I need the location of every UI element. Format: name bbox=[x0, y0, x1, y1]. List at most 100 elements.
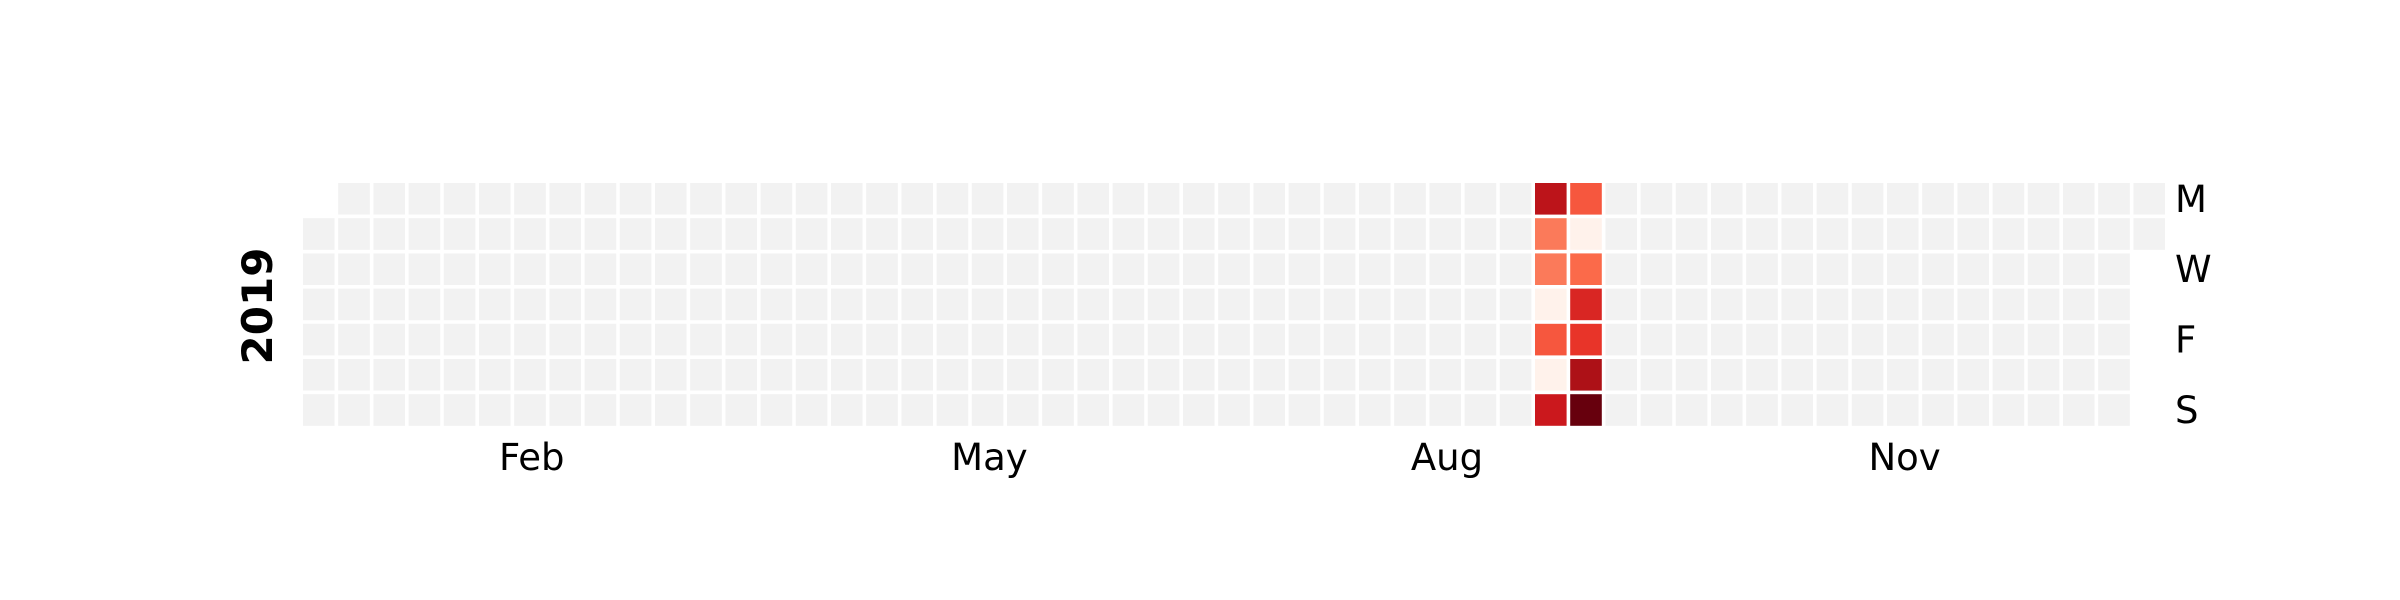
heatmap-cell bbox=[1675, 288, 1708, 321]
heatmap-cell bbox=[1675, 359, 1708, 391]
heatmap-cell bbox=[725, 394, 757, 426]
heatmap-cell-active bbox=[1535, 183, 1567, 215]
heatmap-cell bbox=[1464, 218, 1497, 250]
heatmap-cell bbox=[936, 394, 969, 426]
heatmap-cell bbox=[1323, 183, 1356, 215]
heatmap-cell bbox=[1218, 359, 1250, 391]
heatmap-cell bbox=[1816, 394, 1849, 426]
heatmap-cell bbox=[1112, 394, 1145, 426]
heatmap-cell bbox=[901, 359, 933, 391]
heatmap-cell bbox=[619, 253, 652, 285]
heatmap-cell bbox=[2063, 183, 2095, 215]
heatmap-cell bbox=[936, 359, 969, 391]
heatmap-cell bbox=[690, 323, 722, 356]
heatmap-cell bbox=[584, 323, 617, 356]
heatmap-cell-active bbox=[1535, 253, 1567, 285]
heatmap-cell bbox=[725, 183, 757, 215]
heatmap-cell bbox=[514, 359, 546, 391]
heatmap-cell bbox=[1605, 323, 1637, 356]
heatmap-cell bbox=[1253, 218, 1285, 250]
heatmap-cell-active bbox=[1535, 359, 1567, 391]
month-label: May bbox=[951, 436, 1028, 479]
heatmap-cell bbox=[1675, 394, 1708, 426]
heatmap-cell bbox=[443, 253, 476, 285]
heatmap-cell bbox=[1675, 183, 1708, 215]
heatmap-cell-active bbox=[1570, 288, 1602, 321]
heatmap-cell bbox=[1922, 288, 1954, 321]
heatmap-cell bbox=[2098, 323, 2130, 356]
heatmap-cell bbox=[760, 394, 793, 426]
heatmap-cell bbox=[901, 183, 933, 215]
heatmap-cell bbox=[1887, 288, 1919, 321]
heatmap-cell-active bbox=[1570, 323, 1602, 356]
heatmap-cell bbox=[1922, 253, 1954, 285]
heatmap-cell bbox=[831, 253, 863, 285]
heatmap-cell bbox=[1499, 253, 1532, 285]
heatmap-cell bbox=[1288, 288, 1321, 321]
heatmap-cell bbox=[795, 288, 828, 321]
heatmap-cell bbox=[1922, 323, 1954, 356]
heatmap-cell bbox=[1112, 253, 1145, 285]
heatmap-cell bbox=[549, 323, 581, 356]
heatmap-cell bbox=[1957, 323, 1989, 356]
heatmap-cell bbox=[760, 359, 793, 391]
heatmap-cell bbox=[2063, 218, 2095, 250]
heatmap-cell bbox=[1605, 218, 1637, 250]
heatmap-cell bbox=[1887, 323, 1919, 356]
heatmap-cell bbox=[1499, 183, 1532, 215]
heatmap-cell bbox=[549, 288, 581, 321]
heatmap-cell bbox=[1499, 359, 1532, 391]
heatmap-cell-active bbox=[1570, 394, 1602, 426]
heatmap-cell bbox=[901, 253, 933, 285]
heatmap-cell bbox=[2063, 253, 2095, 285]
heatmap-cell bbox=[760, 218, 793, 250]
heatmap-cell bbox=[1640, 359, 1673, 391]
heatmap-cell bbox=[971, 323, 1004, 356]
heatmap-cell bbox=[1781, 183, 1813, 215]
heatmap-cell bbox=[479, 218, 511, 250]
heatmap-cell bbox=[1957, 183, 1989, 215]
heatmap-cell bbox=[373, 288, 405, 321]
heatmap-cell bbox=[1499, 394, 1532, 426]
heatmap-cell bbox=[479, 394, 511, 426]
heatmap-cell bbox=[1816, 288, 1849, 321]
heatmap-cell bbox=[795, 253, 828, 285]
heatmap-cell bbox=[338, 183, 370, 215]
heatmap-cell bbox=[1429, 323, 1461, 356]
heatmap-cell bbox=[1992, 218, 2025, 250]
heatmap-cell bbox=[2027, 359, 2060, 391]
heatmap-cell bbox=[303, 218, 335, 250]
heatmap-cell bbox=[1464, 288, 1497, 321]
heatmap-cell bbox=[1851, 394, 1884, 426]
heatmap-cell bbox=[549, 218, 581, 250]
heatmap-cell bbox=[1746, 288, 1778, 321]
heatmap-cell bbox=[831, 288, 863, 321]
day-label: S bbox=[2175, 389, 2199, 432]
heatmap-cell bbox=[584, 394, 617, 426]
heatmap-cell bbox=[1429, 359, 1461, 391]
heatmap-cell bbox=[936, 183, 969, 215]
heatmap-cell bbox=[795, 394, 828, 426]
heatmap-cell bbox=[2027, 394, 2060, 426]
heatmap-cell bbox=[1147, 253, 1180, 285]
heatmap-cell bbox=[1007, 183, 1039, 215]
heatmap-cell bbox=[443, 288, 476, 321]
heatmap-cell bbox=[1429, 288, 1461, 321]
heatmap-cell bbox=[831, 183, 863, 215]
heatmap-cell bbox=[1394, 288, 1426, 321]
heatmap-cell-active bbox=[1535, 288, 1567, 321]
heatmap-cell bbox=[514, 288, 546, 321]
heatmap-cell bbox=[2027, 218, 2060, 250]
heatmap-cell bbox=[619, 218, 652, 250]
heatmap-cell bbox=[1218, 253, 1250, 285]
heatmap-cell bbox=[1147, 218, 1180, 250]
heatmap-cell bbox=[866, 183, 898, 215]
heatmap-cell bbox=[549, 359, 581, 391]
heatmap-cell bbox=[1640, 323, 1673, 356]
heatmap-cell bbox=[514, 218, 546, 250]
heatmap-cell bbox=[795, 359, 828, 391]
heatmap-cell bbox=[2098, 253, 2130, 285]
heatmap-cell bbox=[479, 183, 511, 215]
